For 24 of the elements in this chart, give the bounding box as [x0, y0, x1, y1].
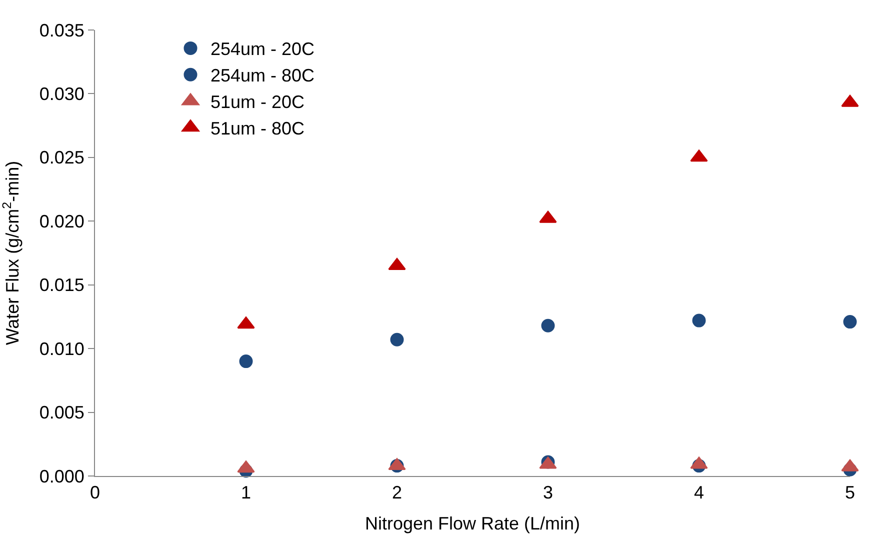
y-tick-label: 0.020 — [39, 211, 84, 232]
point — [692, 314, 706, 328]
point — [843, 315, 857, 329]
x-tick-label: 4 — [694, 482, 704, 503]
legend-label: 254um - 20C — [210, 39, 315, 60]
y-tick-label: 0.000 — [39, 466, 84, 486]
y-tick-label: 0.010 — [39, 338, 84, 359]
y-tick-label: 0.005 — [39, 402, 84, 423]
legend-label: 51um - 80C — [210, 118, 305, 138]
x-tick-label: 1 — [240, 482, 252, 503]
y-tick-label: 0.025 — [39, 148, 84, 168]
point — [390, 332, 404, 346]
x-tick-label: 5 — [844, 482, 856, 503]
y-tick-label: 0.030 — [39, 84, 84, 104]
x-tick-label: 0 — [90, 482, 100, 503]
legend-label: 254um - 80C — [210, 66, 315, 86]
x-axis-title: Nitrogen Flow Rate (L/min) — [364, 514, 580, 534]
point — [541, 318, 555, 332]
x-tick-label: 2 — [392, 482, 402, 503]
x-tick-label: 3 — [542, 482, 554, 503]
y-tick-label: 0.035 — [39, 20, 84, 40]
point — [239, 354, 253, 368]
y-tick-label: 0.015 — [39, 275, 84, 296]
legend-label: 51um - 20C — [210, 92, 305, 112]
